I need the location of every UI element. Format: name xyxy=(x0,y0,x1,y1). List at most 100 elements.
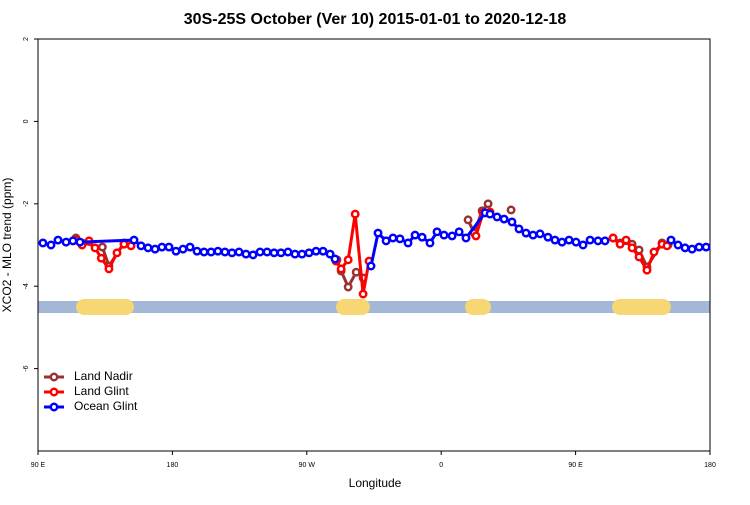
x-tick-label: 0 xyxy=(439,462,443,469)
point xyxy=(687,244,697,254)
point xyxy=(61,237,71,247)
point xyxy=(304,248,314,258)
x-tick-label: 180 xyxy=(704,462,716,469)
point xyxy=(543,232,553,242)
point xyxy=(485,209,495,219)
point xyxy=(199,247,209,257)
point xyxy=(206,247,216,257)
point xyxy=(514,224,524,234)
point xyxy=(290,249,300,259)
series-line xyxy=(74,210,668,295)
point xyxy=(535,229,545,239)
y-tick-label: 0 xyxy=(23,119,30,123)
point xyxy=(150,244,160,254)
point xyxy=(269,248,279,258)
point xyxy=(373,228,383,238)
point xyxy=(621,235,631,245)
point xyxy=(627,243,637,253)
land-band xyxy=(336,299,370,315)
x-tick-label: 90 E xyxy=(31,462,46,469)
point xyxy=(129,235,139,245)
point xyxy=(417,232,427,242)
point xyxy=(608,233,618,243)
point xyxy=(213,246,223,256)
legend-marker xyxy=(49,387,59,397)
land-band xyxy=(612,299,671,315)
legend-marker xyxy=(49,372,59,382)
point xyxy=(227,248,237,258)
point xyxy=(615,239,625,249)
point xyxy=(192,246,202,256)
point xyxy=(521,228,531,238)
point xyxy=(343,255,353,265)
point xyxy=(96,253,106,263)
point xyxy=(564,235,574,245)
point xyxy=(571,237,581,247)
point xyxy=(388,233,398,243)
point xyxy=(220,247,230,257)
point xyxy=(234,247,244,257)
point xyxy=(463,215,473,225)
point xyxy=(439,230,449,240)
y-tick-label: 2 xyxy=(23,37,30,41)
point xyxy=(694,242,704,252)
x-tick-label: 180 xyxy=(167,462,179,469)
point xyxy=(454,227,464,237)
point xyxy=(649,247,659,257)
point xyxy=(701,242,711,252)
point xyxy=(410,230,420,240)
point xyxy=(336,264,346,274)
point xyxy=(178,244,188,254)
point xyxy=(578,240,588,250)
point xyxy=(157,242,167,252)
point xyxy=(97,242,107,252)
land-band xyxy=(76,299,134,315)
point xyxy=(600,236,610,246)
point xyxy=(262,247,272,257)
point xyxy=(164,242,174,252)
point xyxy=(634,252,644,262)
x-tick-label: 90 E xyxy=(568,462,583,469)
point xyxy=(506,205,516,215)
y-axis-label: XCO2 - MLO trend (ppm) xyxy=(0,178,14,313)
point xyxy=(104,264,114,274)
x-axis-label: Longitude xyxy=(349,476,402,490)
point xyxy=(557,237,567,247)
point xyxy=(447,231,457,241)
point xyxy=(432,227,442,237)
y-tick-label: -4 xyxy=(23,283,30,289)
legend-label: Ocean Glint xyxy=(74,399,138,413)
point xyxy=(185,242,195,252)
point xyxy=(318,246,328,256)
point xyxy=(662,241,672,251)
point xyxy=(507,217,517,227)
y-tick-label: -6 xyxy=(23,365,30,371)
surface-band xyxy=(38,299,710,315)
land-band xyxy=(465,299,491,315)
point xyxy=(311,246,321,256)
point xyxy=(136,241,146,251)
point xyxy=(673,240,683,250)
point xyxy=(75,237,85,247)
point xyxy=(358,289,368,299)
point xyxy=(241,249,251,259)
chart-title: 30S-25S October (Ver 10) 2015-01-01 to 2… xyxy=(184,11,567,28)
legend-label: Land Nadir xyxy=(74,369,133,383)
point xyxy=(351,267,361,277)
point xyxy=(53,235,63,245)
ocean-band xyxy=(38,301,710,313)
point xyxy=(483,199,493,209)
point xyxy=(248,250,258,260)
point xyxy=(381,236,391,246)
legend-label: Land Glint xyxy=(74,384,129,398)
point xyxy=(366,261,376,271)
point xyxy=(297,249,307,259)
point xyxy=(395,234,405,244)
point xyxy=(325,249,335,259)
point xyxy=(680,243,690,253)
point xyxy=(499,214,509,224)
point xyxy=(528,230,538,240)
point xyxy=(330,254,340,264)
